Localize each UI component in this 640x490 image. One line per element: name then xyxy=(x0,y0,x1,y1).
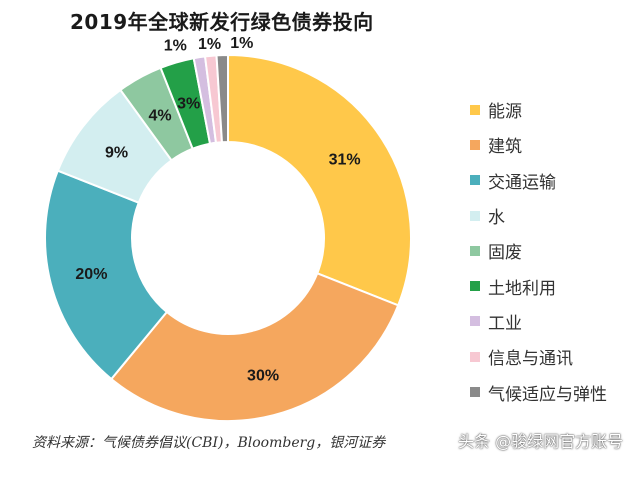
legend-item-4: 水 xyxy=(470,198,640,233)
slice-label-8: 1% xyxy=(198,36,221,53)
legend-label: 固废 xyxy=(488,243,522,264)
legend: 能源建筑交通运输水固废土地利用工业信息与通讯气候适应与弹性 xyxy=(470,92,640,410)
source-note: 资料来源：气候债券倡议(CBI)，Bloomberg，银河证券 xyxy=(32,435,386,451)
legend-label: 能源 xyxy=(488,102,522,123)
slice-1 xyxy=(227,53,412,307)
legend-swatch xyxy=(470,281,480,292)
legend-item-5: 固废 xyxy=(470,233,640,268)
legend-swatch xyxy=(470,316,480,327)
legend-label: 土地利用 xyxy=(488,278,556,299)
legend-item-6: 土地利用 xyxy=(470,268,640,303)
slice-label-6: 3% xyxy=(177,96,200,113)
legend-label: 交通运输 xyxy=(488,172,556,193)
legend-swatch xyxy=(470,139,480,150)
slice-label-2: 30% xyxy=(247,368,279,385)
slice-label-3: 20% xyxy=(75,266,107,283)
legend-label: 水 xyxy=(488,208,505,229)
slice-label-1: 31% xyxy=(329,152,361,169)
slice-2 xyxy=(109,272,400,422)
legend-label: 建筑 xyxy=(488,137,522,158)
legend-swatch xyxy=(470,351,480,362)
slice-9 xyxy=(215,53,229,144)
legend-item-9: 气候适应与弹性 xyxy=(470,374,640,409)
legend-label: 气候适应与弹性 xyxy=(488,384,607,405)
legend-item-7: 工业 xyxy=(470,304,640,339)
slice-label-5: 4% xyxy=(149,107,172,124)
slice-label-4: 9% xyxy=(105,145,128,162)
slice-3 xyxy=(44,169,169,381)
legend-label: 工业 xyxy=(488,313,522,334)
legend-item-2: 建筑 xyxy=(470,127,640,162)
legend-swatch xyxy=(470,175,480,186)
watermark: 头条 @骏绿网官方账号 xyxy=(458,432,624,451)
legend-label: 信息与通讯 xyxy=(488,349,573,370)
legend-swatch xyxy=(470,245,480,256)
legend-swatch xyxy=(470,104,480,115)
legend-item-3: 交通运输 xyxy=(470,163,640,198)
chart-title: 2019年全球新发行绿色债券投向 xyxy=(70,10,374,34)
legend-swatch xyxy=(470,387,480,398)
legend-item-8: 信息与通讯 xyxy=(470,339,640,374)
legend-item-1: 能源 xyxy=(470,92,640,127)
slice-label-9: 1% xyxy=(230,35,253,52)
slice-label-7: 1% xyxy=(164,37,187,54)
legend-swatch xyxy=(470,210,480,221)
